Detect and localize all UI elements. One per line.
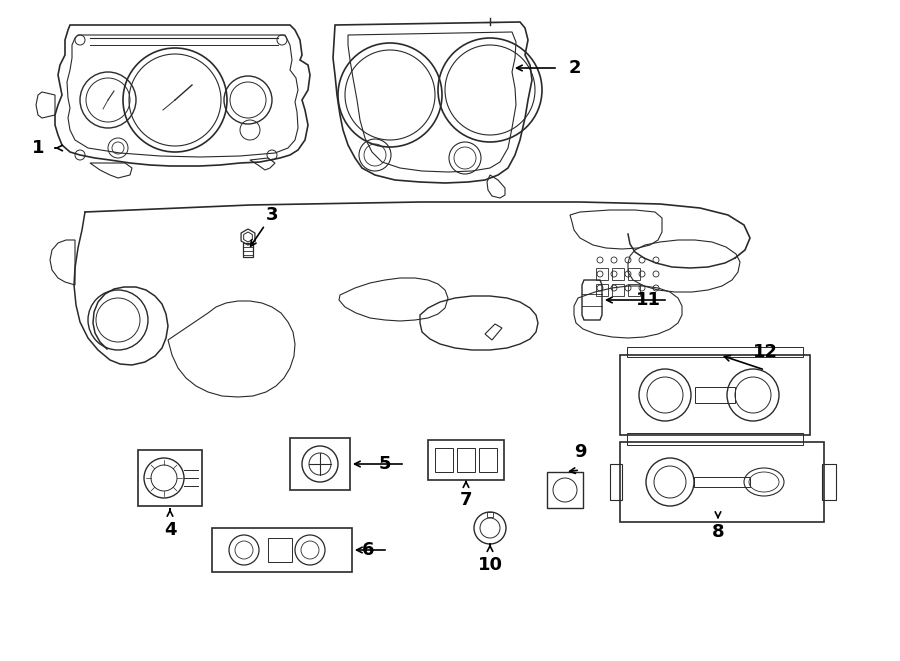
Bar	[694, 477, 750, 487]
Bar	[822, 464, 836, 500]
Text: 2: 2	[569, 59, 581, 77]
Bar	[628, 268, 640, 280]
Text: 5: 5	[379, 455, 392, 473]
Bar	[628, 284, 640, 296]
Text: 6: 6	[362, 541, 374, 559]
Text: 10: 10	[478, 556, 502, 574]
Bar	[695, 387, 735, 403]
Bar	[428, 440, 504, 480]
Text: 4: 4	[164, 521, 176, 539]
Bar	[243, 243, 253, 257]
Bar	[627, 347, 803, 357]
Bar	[612, 268, 624, 280]
Bar	[596, 284, 608, 296]
Bar	[610, 464, 622, 500]
Bar	[435, 448, 453, 472]
Text: 3: 3	[266, 206, 278, 224]
Text: 7: 7	[460, 491, 473, 509]
Bar	[487, 512, 493, 517]
Text: 11: 11	[635, 291, 661, 309]
Bar	[612, 284, 624, 296]
Bar	[290, 438, 350, 490]
Text: 9: 9	[574, 443, 586, 461]
Text: 8: 8	[712, 523, 724, 541]
Text: 1: 1	[32, 139, 44, 157]
Bar	[620, 355, 810, 435]
Bar	[620, 442, 824, 522]
Text: 12: 12	[752, 343, 778, 361]
Bar	[547, 472, 583, 508]
Bar	[457, 448, 475, 472]
Bar	[138, 450, 202, 506]
Bar	[479, 448, 497, 472]
Bar	[596, 268, 608, 280]
Bar	[268, 538, 292, 562]
Bar	[212, 528, 352, 572]
Bar	[627, 433, 803, 445]
